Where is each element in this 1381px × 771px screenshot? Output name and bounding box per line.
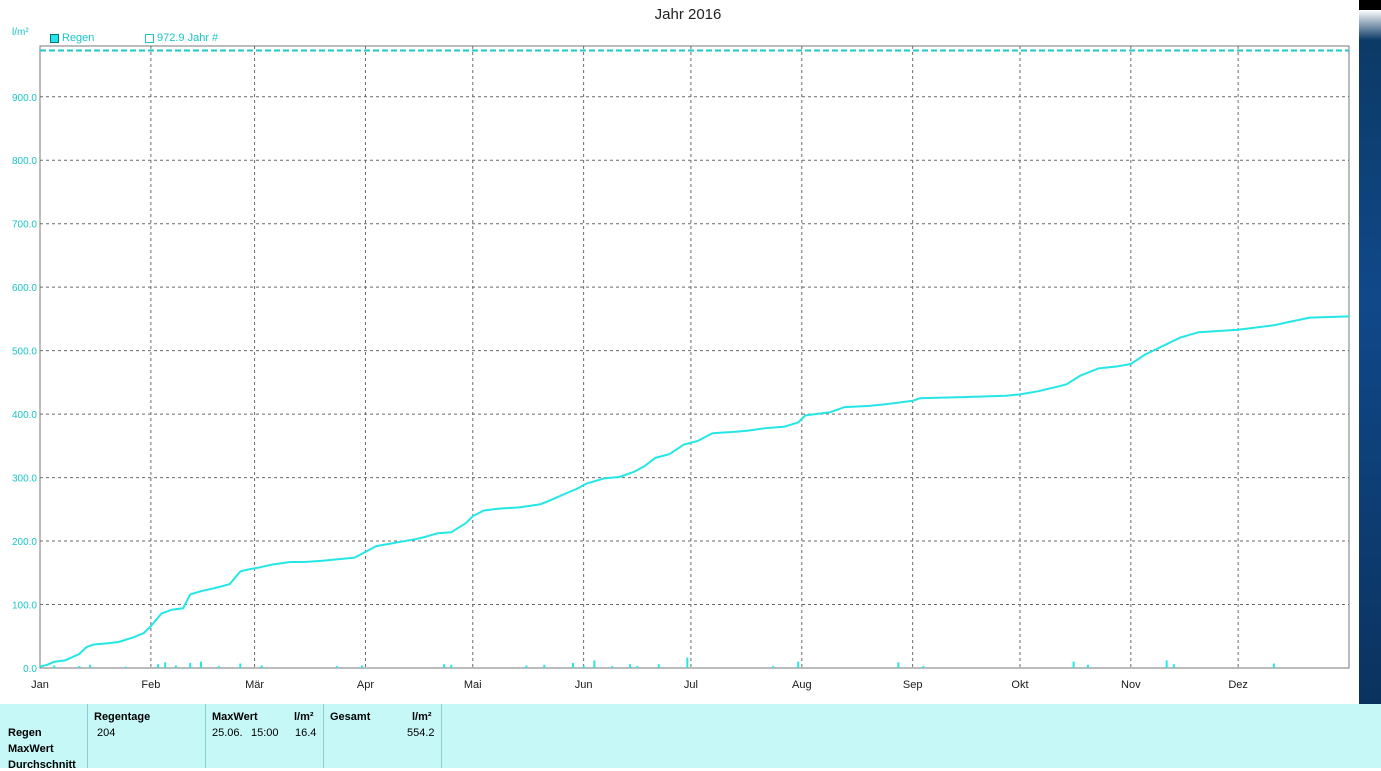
y-tick-label: 500.0	[12, 347, 37, 358]
summary-col-regentage: Regentage 204	[88, 704, 206, 768]
y-tick-label: 800.0	[12, 156, 37, 167]
value-regentage: 204	[97, 727, 115, 739]
unit-maxwert: l/m²	[294, 711, 314, 723]
maxwert-date: 25.06.	[212, 727, 243, 739]
window-edge-strip	[1359, 0, 1381, 768]
x-tick-label: Apr	[357, 679, 374, 691]
rain-chart: 0.0 100.0 200.0 300.0 400.0 500.0 600.0 700.0 80…	[0, 0, 1359, 700]
x-tick-label: Dez	[1228, 679, 1248, 691]
x-tick-label: Jan	[31, 679, 49, 691]
gesamt-value: 554.2	[407, 727, 435, 739]
header-maxwert: MaxWert	[212, 711, 258, 723]
summary-panel: Regen MaxWert Durchschnitt Regentage 204…	[0, 704, 1381, 768]
summary-col-maxwert: MaxWert l/m² 25.06. 15:00 16.4	[206, 704, 324, 768]
maxwert-value: 16.4	[295, 727, 316, 739]
x-tick-label: Mär	[245, 679, 264, 691]
unit-gesamt: l/m²	[412, 711, 432, 723]
y-tick-label: 200.0	[12, 537, 37, 548]
x-tick-label: Feb	[141, 679, 160, 691]
header-gesamt: Gesamt	[330, 711, 370, 723]
y-tick-label: 900.0	[12, 93, 37, 104]
row-label-durchschnitt: Durchschnitt	[8, 759, 76, 771]
y-tick-label: 100.0	[12, 601, 37, 612]
y-tick-label: 400.0	[12, 410, 37, 421]
y-tick-label: 600.0	[12, 283, 37, 294]
header-regentage: Regentage	[94, 711, 150, 723]
maxwert-time: 15:00	[251, 727, 279, 739]
summary-col-gesamt: Gesamt l/m² 554.2	[324, 704, 442, 768]
row-label-regen: Regen	[8, 727, 42, 739]
y-tick-label: 300.0	[12, 474, 37, 485]
x-tick-label: Nov	[1121, 679, 1141, 691]
x-tick-label: Aug	[792, 679, 812, 691]
x-tick-label: Mai	[464, 679, 482, 691]
x-tick-label: Sep	[903, 679, 923, 691]
x-tick-label: Jun	[575, 679, 593, 691]
x-tick-label: Okt	[1011, 679, 1028, 691]
y-tick-label: 0.0	[23, 664, 37, 675]
summary-row-labels: Regen MaxWert Durchschnitt	[0, 704, 88, 768]
y-tick-label: 700.0	[12, 220, 37, 231]
row-label-maxwert: MaxWert	[8, 743, 54, 755]
x-tick-label: Jul	[684, 679, 698, 691]
